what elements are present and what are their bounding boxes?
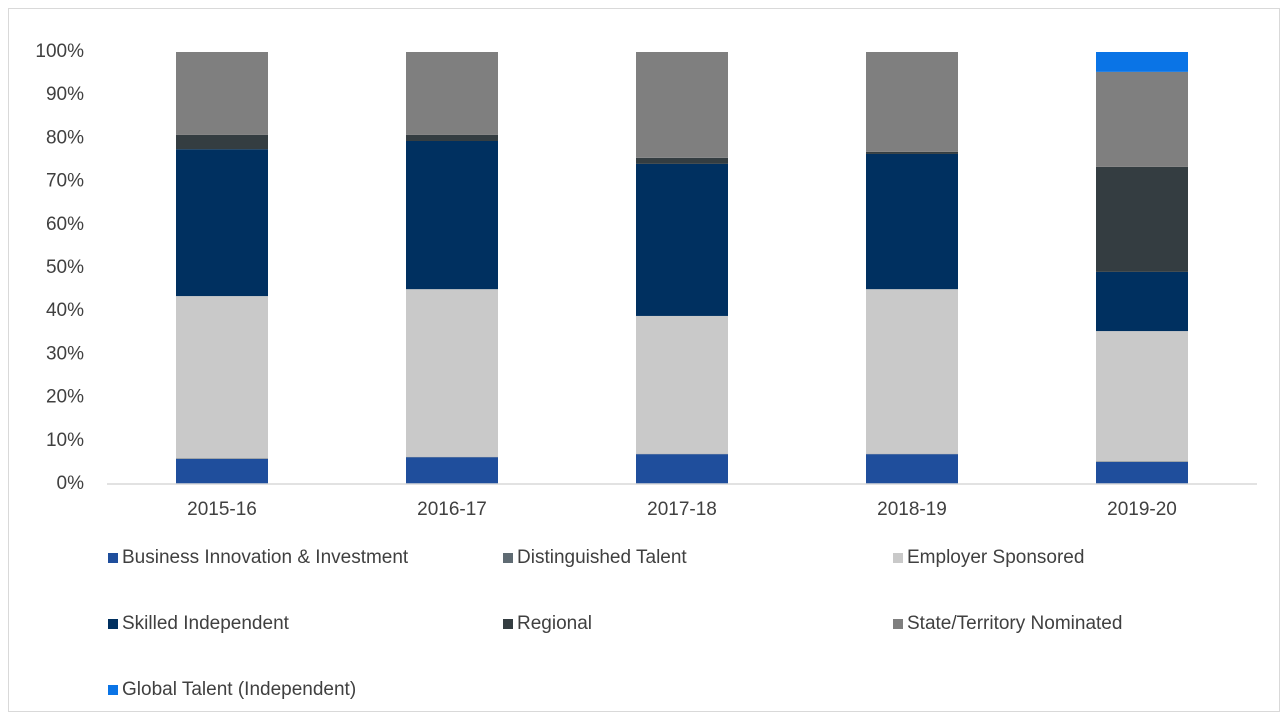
y-tick-label: 80% [46, 127, 84, 148]
y-tick-label: 20% [46, 387, 84, 408]
legend-swatch [108, 553, 118, 563]
bar-segment [176, 459, 268, 484]
bar-segment [866, 154, 958, 289]
y-tick-label: 70% [46, 171, 84, 192]
bar-segment [1096, 72, 1188, 167]
x-tick-label: 2017-18 [647, 499, 717, 520]
bar-segment [406, 135, 498, 141]
bar-segment [1096, 272, 1188, 331]
y-tick-label: 90% [46, 84, 84, 105]
bar-segment [176, 149, 268, 296]
bar-segment [866, 289, 958, 454]
legend-label: Regional [517, 613, 592, 634]
y-tick-label: 10% [46, 430, 84, 451]
legend-swatch [108, 619, 118, 629]
bar-segment [406, 289, 498, 457]
bar-segment [1096, 462, 1188, 484]
legend-label: Distinguished Talent [517, 547, 687, 568]
bar-segment [866, 454, 958, 484]
bar-segment [636, 316, 728, 454]
bar-segment [1096, 331, 1188, 461]
y-tick-label: 100% [35, 41, 84, 62]
bar-segment [176, 296, 268, 458]
bar-segment [176, 52, 268, 135]
bar-segment [636, 52, 728, 158]
legend-swatch [503, 553, 513, 563]
legend-label: Skilled Independent [122, 613, 290, 634]
legend-swatch [893, 553, 903, 563]
x-tick-label: 2018-19 [877, 499, 947, 520]
legend-swatch [503, 619, 513, 629]
bar-segment [636, 454, 728, 484]
x-tick-label: 2015-16 [187, 499, 257, 520]
bar-segment [176, 135, 268, 149]
y-tick-label: 40% [46, 300, 84, 321]
bar-segment [636, 158, 728, 164]
bar-segment [1096, 52, 1188, 72]
legend-label: Business Innovation & Investment [122, 547, 409, 568]
legend-label: Employer Sponsored [907, 547, 1084, 568]
y-tick-label: 50% [46, 257, 84, 278]
y-tick-label: 60% [46, 214, 84, 235]
bar-segment [866, 52, 958, 152]
legend-swatch [108, 685, 118, 695]
y-tick-label: 30% [46, 343, 84, 364]
x-tick-label: 2019-20 [1107, 499, 1177, 520]
legend-swatch [893, 619, 903, 629]
bar-segment [1096, 167, 1188, 272]
legend-label: Global Talent (Independent) [122, 679, 356, 700]
bar-segment [866, 152, 958, 154]
bar-segment [406, 52, 498, 135]
legend-label: State/Territory Nominated [907, 613, 1122, 634]
x-tick-label: 2016-17 [417, 499, 487, 520]
bar-segment [406, 141, 498, 289]
bar-segment [636, 164, 728, 316]
bar-segment [406, 457, 498, 484]
y-tick-label: 0% [57, 473, 85, 494]
